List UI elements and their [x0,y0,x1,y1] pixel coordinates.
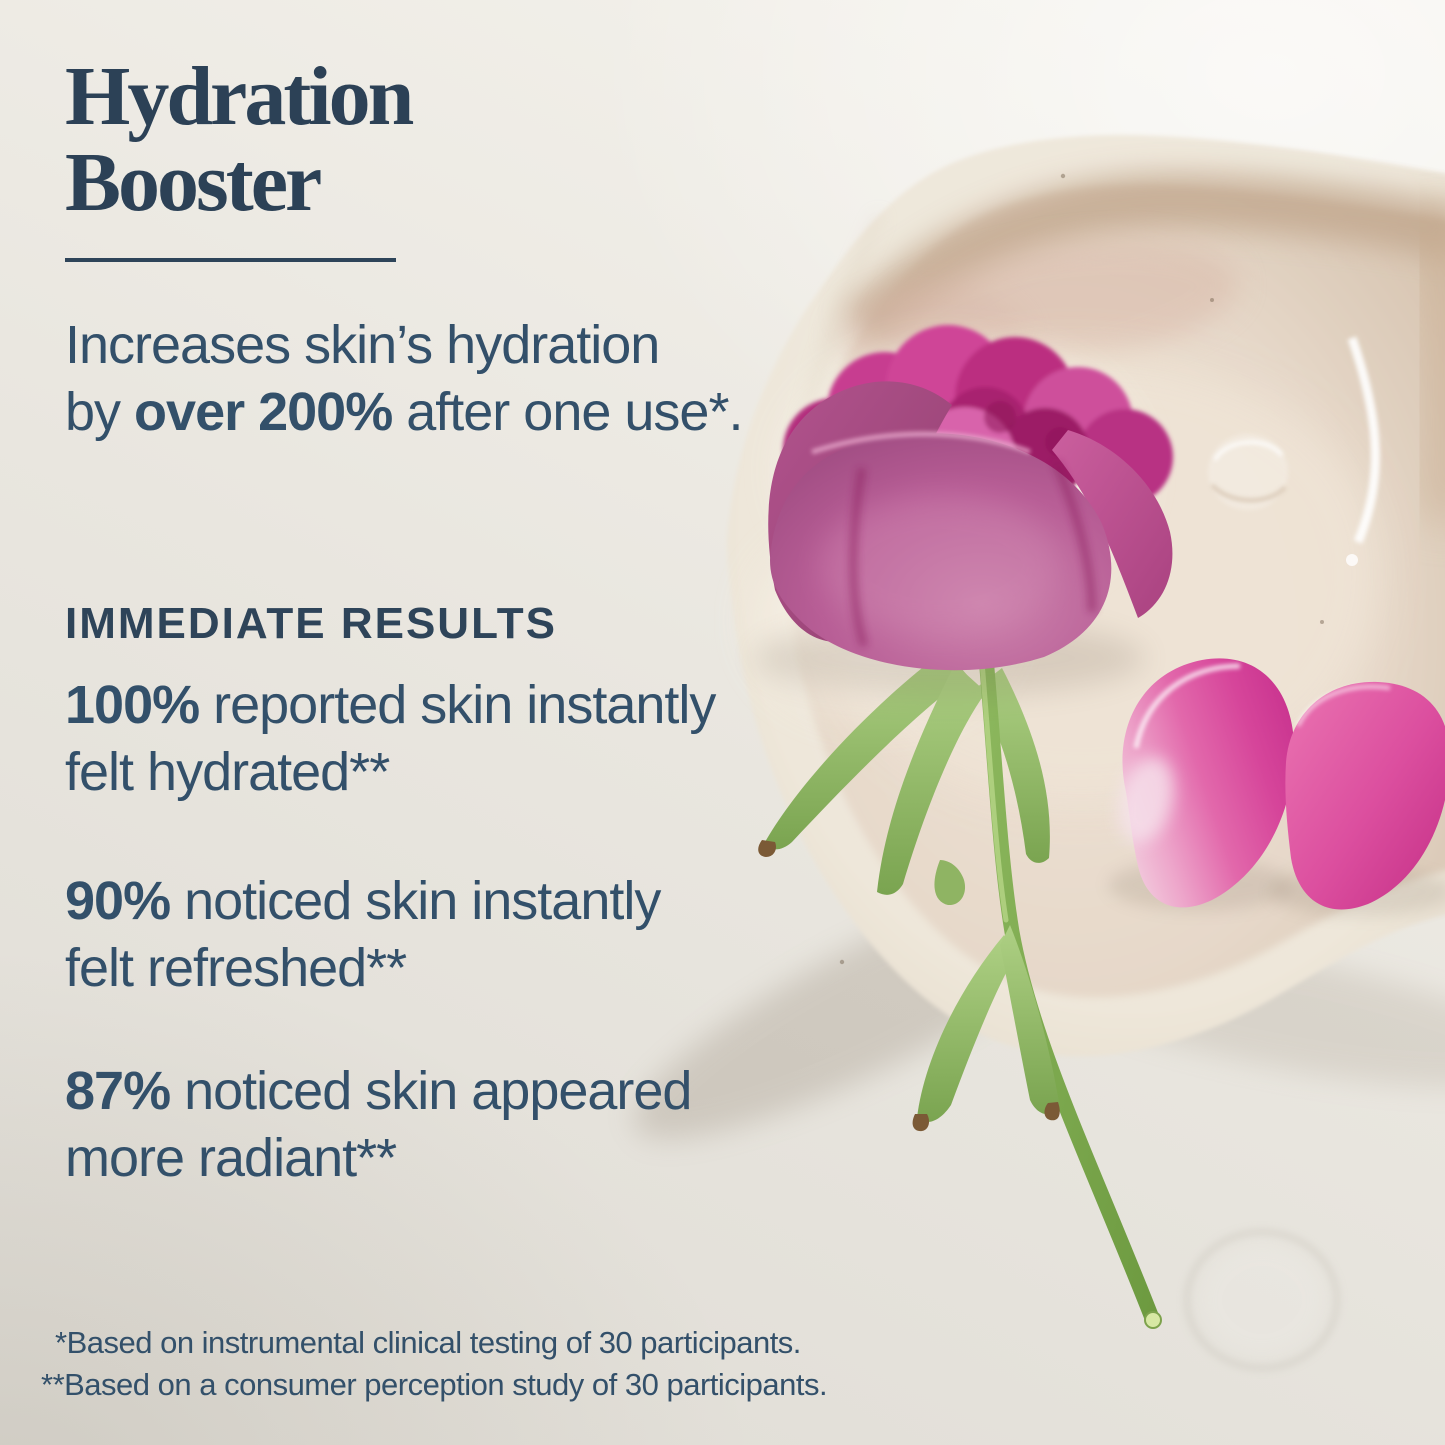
intro-claim-value: over 200% [134,382,393,442]
intro-line2: by over 200% after one use*. [65,379,743,446]
stat-value: 90% [65,871,171,931]
stat-radiant: 87% noticed skin appeared more radiant** [65,1058,692,1192]
footnotes: *Based on instrumental clinical testing … [41,1322,828,1406]
title-divider [65,258,396,262]
stat-value: 87% [65,1061,171,1121]
page-title-line1: Hydration [65,50,414,143]
rose-rim-light [811,431,1031,455]
intro-claim: Increases skin’s hydration by over 200% … [65,312,743,446]
intro-line2-prefix: by [65,382,135,442]
serum-droplet [1208,434,1288,510]
rose-petal-loose-2 [1285,681,1445,910]
stat-line1: 90% noticed skin instantly [65,868,661,935]
stat-text: noticed skin appeared [170,1061,692,1121]
stat-refreshed: 90% noticed skin instantly felt refreshe… [65,868,661,1002]
dish-inner-shading-right [1408,217,1445,521]
rose-stem [912,637,1162,1329]
page-title-line2: Booster [65,136,322,229]
stat-value: 100% [65,675,200,735]
stem-cut-end [1144,1311,1162,1329]
results-heading: IMMEDIATE RESULTS [65,599,557,648]
stat-line2: felt refreshed** [65,938,407,998]
stat-hydrated: 100% reported skin instantly felt hydrat… [65,672,716,806]
footnote-clinical: *Based on instrumental clinical testing … [55,1325,801,1360]
water-ring [1184,1229,1340,1371]
stem-leaf-left [917,935,1014,1122]
stat-line1: 87% noticed skin appeared [65,1058,692,1125]
highlight-streak [1347,336,1380,544]
stem-leaf-right [1000,925,1060,1115]
rose-petal-right [1052,430,1173,618]
rose-petal-sheen [820,495,1060,635]
stat-line2: felt hydrated** [65,742,390,802]
rose-crevices [848,460,1097,648]
page-title: Hydration Booster [65,50,414,229]
loose-petals [1108,658,1445,916]
rose-petal-loose-1 [1122,658,1295,908]
highlight-dot [1346,554,1358,566]
stat-line1: 100% reported skin instantly [65,672,716,739]
stat-line2: more radiant** [65,1128,397,1188]
intro-line1: Increases skin’s hydration [65,315,660,375]
dish-inner-shading [842,172,1445,350]
stat-text: reported skin instantly [199,675,716,735]
intro-line2-suffix: after one use*. [392,382,743,442]
footnote-perception: **Based on a consumer perception study o… [41,1367,828,1402]
rose-flower [755,325,1173,696]
stat-text: noticed skin instantly [170,871,661,931]
